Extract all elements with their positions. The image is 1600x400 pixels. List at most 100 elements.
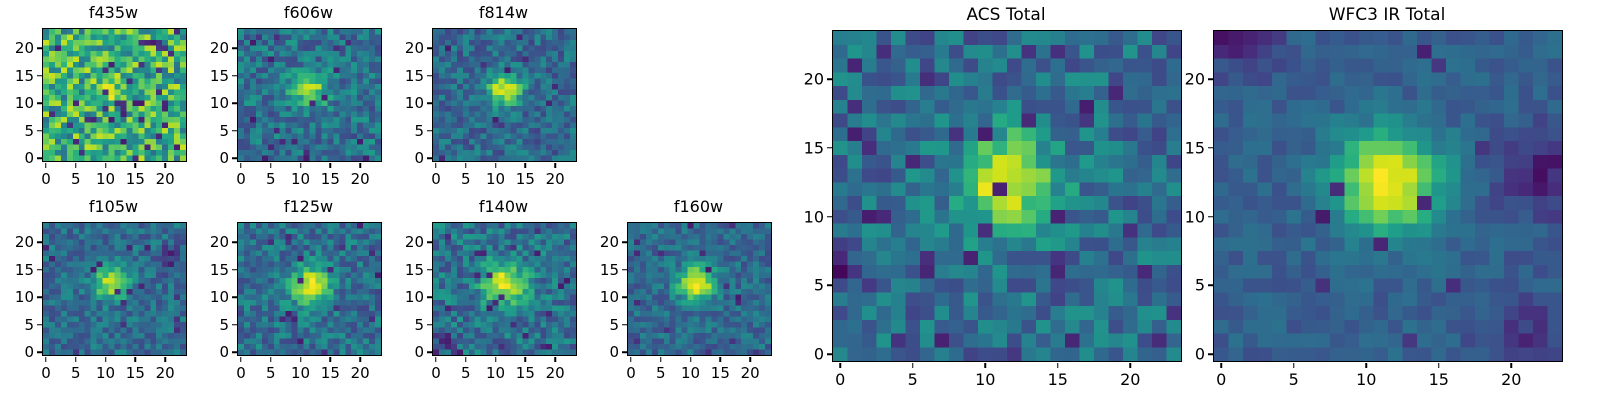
x-tick-mark bbox=[719, 356, 722, 362]
y-tick-label: 10 bbox=[14, 94, 34, 113]
y-tick-mark bbox=[231, 241, 237, 243]
x-tick-mark bbox=[270, 356, 272, 362]
x-tick-label: 5 bbox=[265, 364, 276, 382]
x-tick-label: 5 bbox=[907, 370, 918, 389]
x-tick-mark bbox=[912, 362, 914, 368]
x-tick-label: 10 bbox=[975, 370, 996, 389]
panel-title-f160w: f160w bbox=[673, 197, 724, 216]
x-tick-mark bbox=[329, 356, 332, 362]
y-tick-mark bbox=[826, 353, 832, 355]
x-tick-mark bbox=[270, 162, 272, 168]
x-tick-label: 0 bbox=[431, 364, 441, 382]
x-tick-label: 10 bbox=[96, 170, 116, 188]
y-tick-mark bbox=[231, 130, 237, 132]
x-tick-label: 20 bbox=[545, 170, 565, 188]
x-tick-mark bbox=[134, 356, 137, 362]
plot-area: 0 5 10 15 20 0 5 10 15 20 bbox=[15, 222, 187, 382]
y-tick-mark bbox=[1207, 353, 1213, 355]
y-tick-mark bbox=[36, 47, 42, 49]
panel-f814w: f814w 0 5 10 15 20 0 5 10 15 20 bbox=[405, 3, 577, 188]
y-tick-mark bbox=[621, 324, 627, 326]
x-tick-mark bbox=[660, 356, 662, 362]
y-tick-mark bbox=[426, 324, 432, 326]
y-tick-mark bbox=[826, 284, 832, 287]
y-tick-label: 10 bbox=[404, 288, 424, 307]
y-tick-mark bbox=[36, 102, 42, 104]
x-tick-label: 0 bbox=[236, 170, 246, 188]
panel-title-acs_total: ACS Total bbox=[966, 5, 1046, 25]
plot-area: 0 5 10 15 20 0 5 10 15 20 bbox=[405, 222, 577, 382]
x-tick-mark bbox=[1129, 362, 1131, 368]
x-tick-label: 15 bbox=[125, 170, 145, 188]
y-tick-label: 0 bbox=[24, 343, 34, 362]
x-tick-label: 20 bbox=[740, 364, 760, 382]
y-tick-mark bbox=[36, 157, 42, 159]
y-tick-mark bbox=[231, 351, 237, 353]
panel-f140w: f140w 0 5 10 15 20 0 5 10 15 20 bbox=[405, 197, 577, 382]
y-tick-mark bbox=[826, 78, 832, 80]
y-tick-label: 10 bbox=[209, 94, 229, 113]
y-tick-label: 5 bbox=[813, 275, 824, 295]
y-tick-label: 10 bbox=[209, 288, 229, 307]
plot-area: 0 5 10 15 20 0 5 10 15 20 bbox=[210, 222, 382, 382]
y-tick-label: 0 bbox=[219, 149, 229, 168]
y-tick-mark bbox=[826, 147, 832, 149]
x-tick-mark bbox=[465, 356, 467, 362]
x-tick-mark bbox=[494, 162, 497, 168]
x-tick-mark bbox=[75, 356, 77, 362]
x-tick-mark bbox=[1293, 362, 1295, 368]
heatmap-canvas bbox=[238, 29, 381, 161]
y-tick-mark bbox=[1207, 215, 1213, 218]
x-tick-label: 5 bbox=[70, 170, 81, 188]
y-tick-label: 10 bbox=[404, 94, 424, 113]
y-tick-label: 20 bbox=[14, 39, 34, 58]
x-tick-mark bbox=[435, 162, 437, 168]
y-tick-label: 15 bbox=[404, 260, 424, 279]
plot-area: 0 5 10 15 20 0 5 10 15 20 bbox=[405, 28, 577, 188]
y-tick-label: 15 bbox=[803, 138, 824, 158]
x-tick-mark bbox=[554, 162, 556, 168]
y-tick-mark bbox=[231, 296, 237, 298]
x-tick-mark bbox=[465, 162, 467, 168]
x-tick-label: 20 bbox=[155, 364, 175, 382]
y-tick-mark bbox=[621, 351, 627, 353]
y-tick-label: 10 bbox=[803, 207, 824, 227]
panel-f160w: f160w 0 5 10 15 20 0 5 10 15 20 bbox=[600, 197, 772, 382]
plot-area: 0 5 10 15 20 0 5 10 15 20 bbox=[210, 28, 382, 188]
y-tick-mark bbox=[231, 157, 237, 159]
y-tick-label: 0 bbox=[414, 343, 424, 362]
x-tick-label: 10 bbox=[486, 170, 506, 188]
x-tick-mark bbox=[839, 362, 841, 368]
y-tick-label: 20 bbox=[599, 233, 619, 252]
x-tick-mark bbox=[299, 162, 302, 168]
heatmap-canvas bbox=[433, 29, 576, 161]
y-tick-label: 5 bbox=[1194, 275, 1205, 295]
x-tick-mark bbox=[435, 356, 437, 362]
panel-title-f125w: f125w bbox=[283, 197, 334, 216]
x-tick-mark bbox=[104, 356, 107, 362]
x-tick-label: 15 bbox=[1428, 370, 1449, 389]
y-tick-mark bbox=[426, 241, 432, 243]
x-tick-mark bbox=[749, 356, 751, 362]
x-tick-label: 5 bbox=[460, 364, 471, 382]
x-tick-label: 15 bbox=[125, 364, 145, 382]
y-tick-label: 0 bbox=[1194, 344, 1205, 364]
x-tick-mark bbox=[104, 162, 107, 168]
x-tick-label: 0 bbox=[41, 364, 51, 382]
y-tick-mark bbox=[231, 324, 237, 326]
x-tick-mark bbox=[689, 356, 692, 362]
x-tick-mark bbox=[524, 356, 527, 362]
x-tick-label: 20 bbox=[350, 364, 370, 382]
x-tick-mark bbox=[45, 356, 47, 362]
x-tick-label: 15 bbox=[1047, 370, 1068, 389]
y-tick-label: 15 bbox=[599, 260, 619, 279]
y-tick-mark bbox=[426, 351, 432, 353]
y-tick-label: 20 bbox=[404, 39, 424, 58]
y-tick-mark bbox=[36, 241, 42, 243]
x-tick-label: 15 bbox=[710, 364, 730, 382]
y-tick-mark bbox=[426, 130, 432, 132]
x-tick-label: 0 bbox=[626, 364, 636, 382]
y-tick-label: 0 bbox=[24, 149, 34, 168]
y-tick-mark bbox=[36, 130, 42, 132]
